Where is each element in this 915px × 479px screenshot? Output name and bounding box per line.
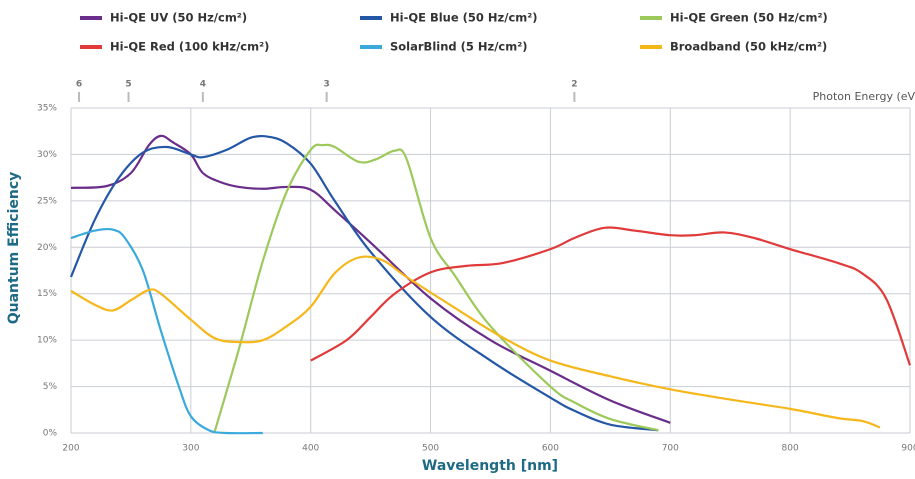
legend-label: Hi-QE Red (100 kHz/cm²): [110, 40, 269, 54]
y-tick-label: 0%: [43, 429, 58, 439]
x2-tick-label: 4: [200, 80, 206, 90]
series-line: [310, 226, 912, 366]
y-tick-label: 30%: [37, 150, 57, 160]
x2-tick-label: 2: [571, 80, 577, 90]
y-tick-label: 10%: [37, 336, 57, 346]
x2-tick-label: 5: [125, 80, 131, 90]
x-tick-label: 300: [182, 444, 199, 454]
y-tick-label: 15%: [37, 289, 57, 299]
y-tick-label: 35%: [37, 104, 57, 114]
legend-label: Hi-QE UV (50 Hz/cm²): [110, 11, 247, 25]
x-tick-label: 500: [422, 444, 439, 454]
x2-tick-label: 6: [76, 80, 82, 90]
x-tick-label: 900: [901, 444, 915, 454]
x-tick-label: 200: [62, 444, 79, 454]
legend-label: SolarBlind (5 Hz/cm²): [390, 40, 528, 54]
series-line: [213, 143, 659, 432]
series-line: [70, 227, 263, 435]
series-line: [70, 134, 671, 424]
x2-axis-title: Photon Energy (eV): [813, 90, 915, 103]
series-line: [69, 134, 659, 432]
y-tick-label: 5%: [43, 382, 58, 392]
x-tick-label: 400: [302, 444, 319, 454]
x-tick-label: 700: [662, 444, 679, 454]
y-tick-label: 20%: [37, 243, 57, 253]
legend-label: Hi-QE Blue (50 Hz/cm²): [390, 11, 538, 25]
x-tick-label: 800: [782, 444, 799, 454]
legend-label: Broadband (50 kHz/cm²): [670, 40, 827, 54]
series-line: [70, 255, 881, 429]
x-axis-title: Wavelength [nm]: [422, 458, 558, 474]
legend-label: Hi-QE Green (50 Hz/cm²): [670, 11, 828, 25]
y-tick-label: 25%: [37, 196, 57, 206]
y-axis-title: Quantum Efficiency: [6, 172, 22, 325]
x2-tick-label: 3: [324, 80, 330, 90]
x-tick-label: 600: [542, 444, 559, 454]
